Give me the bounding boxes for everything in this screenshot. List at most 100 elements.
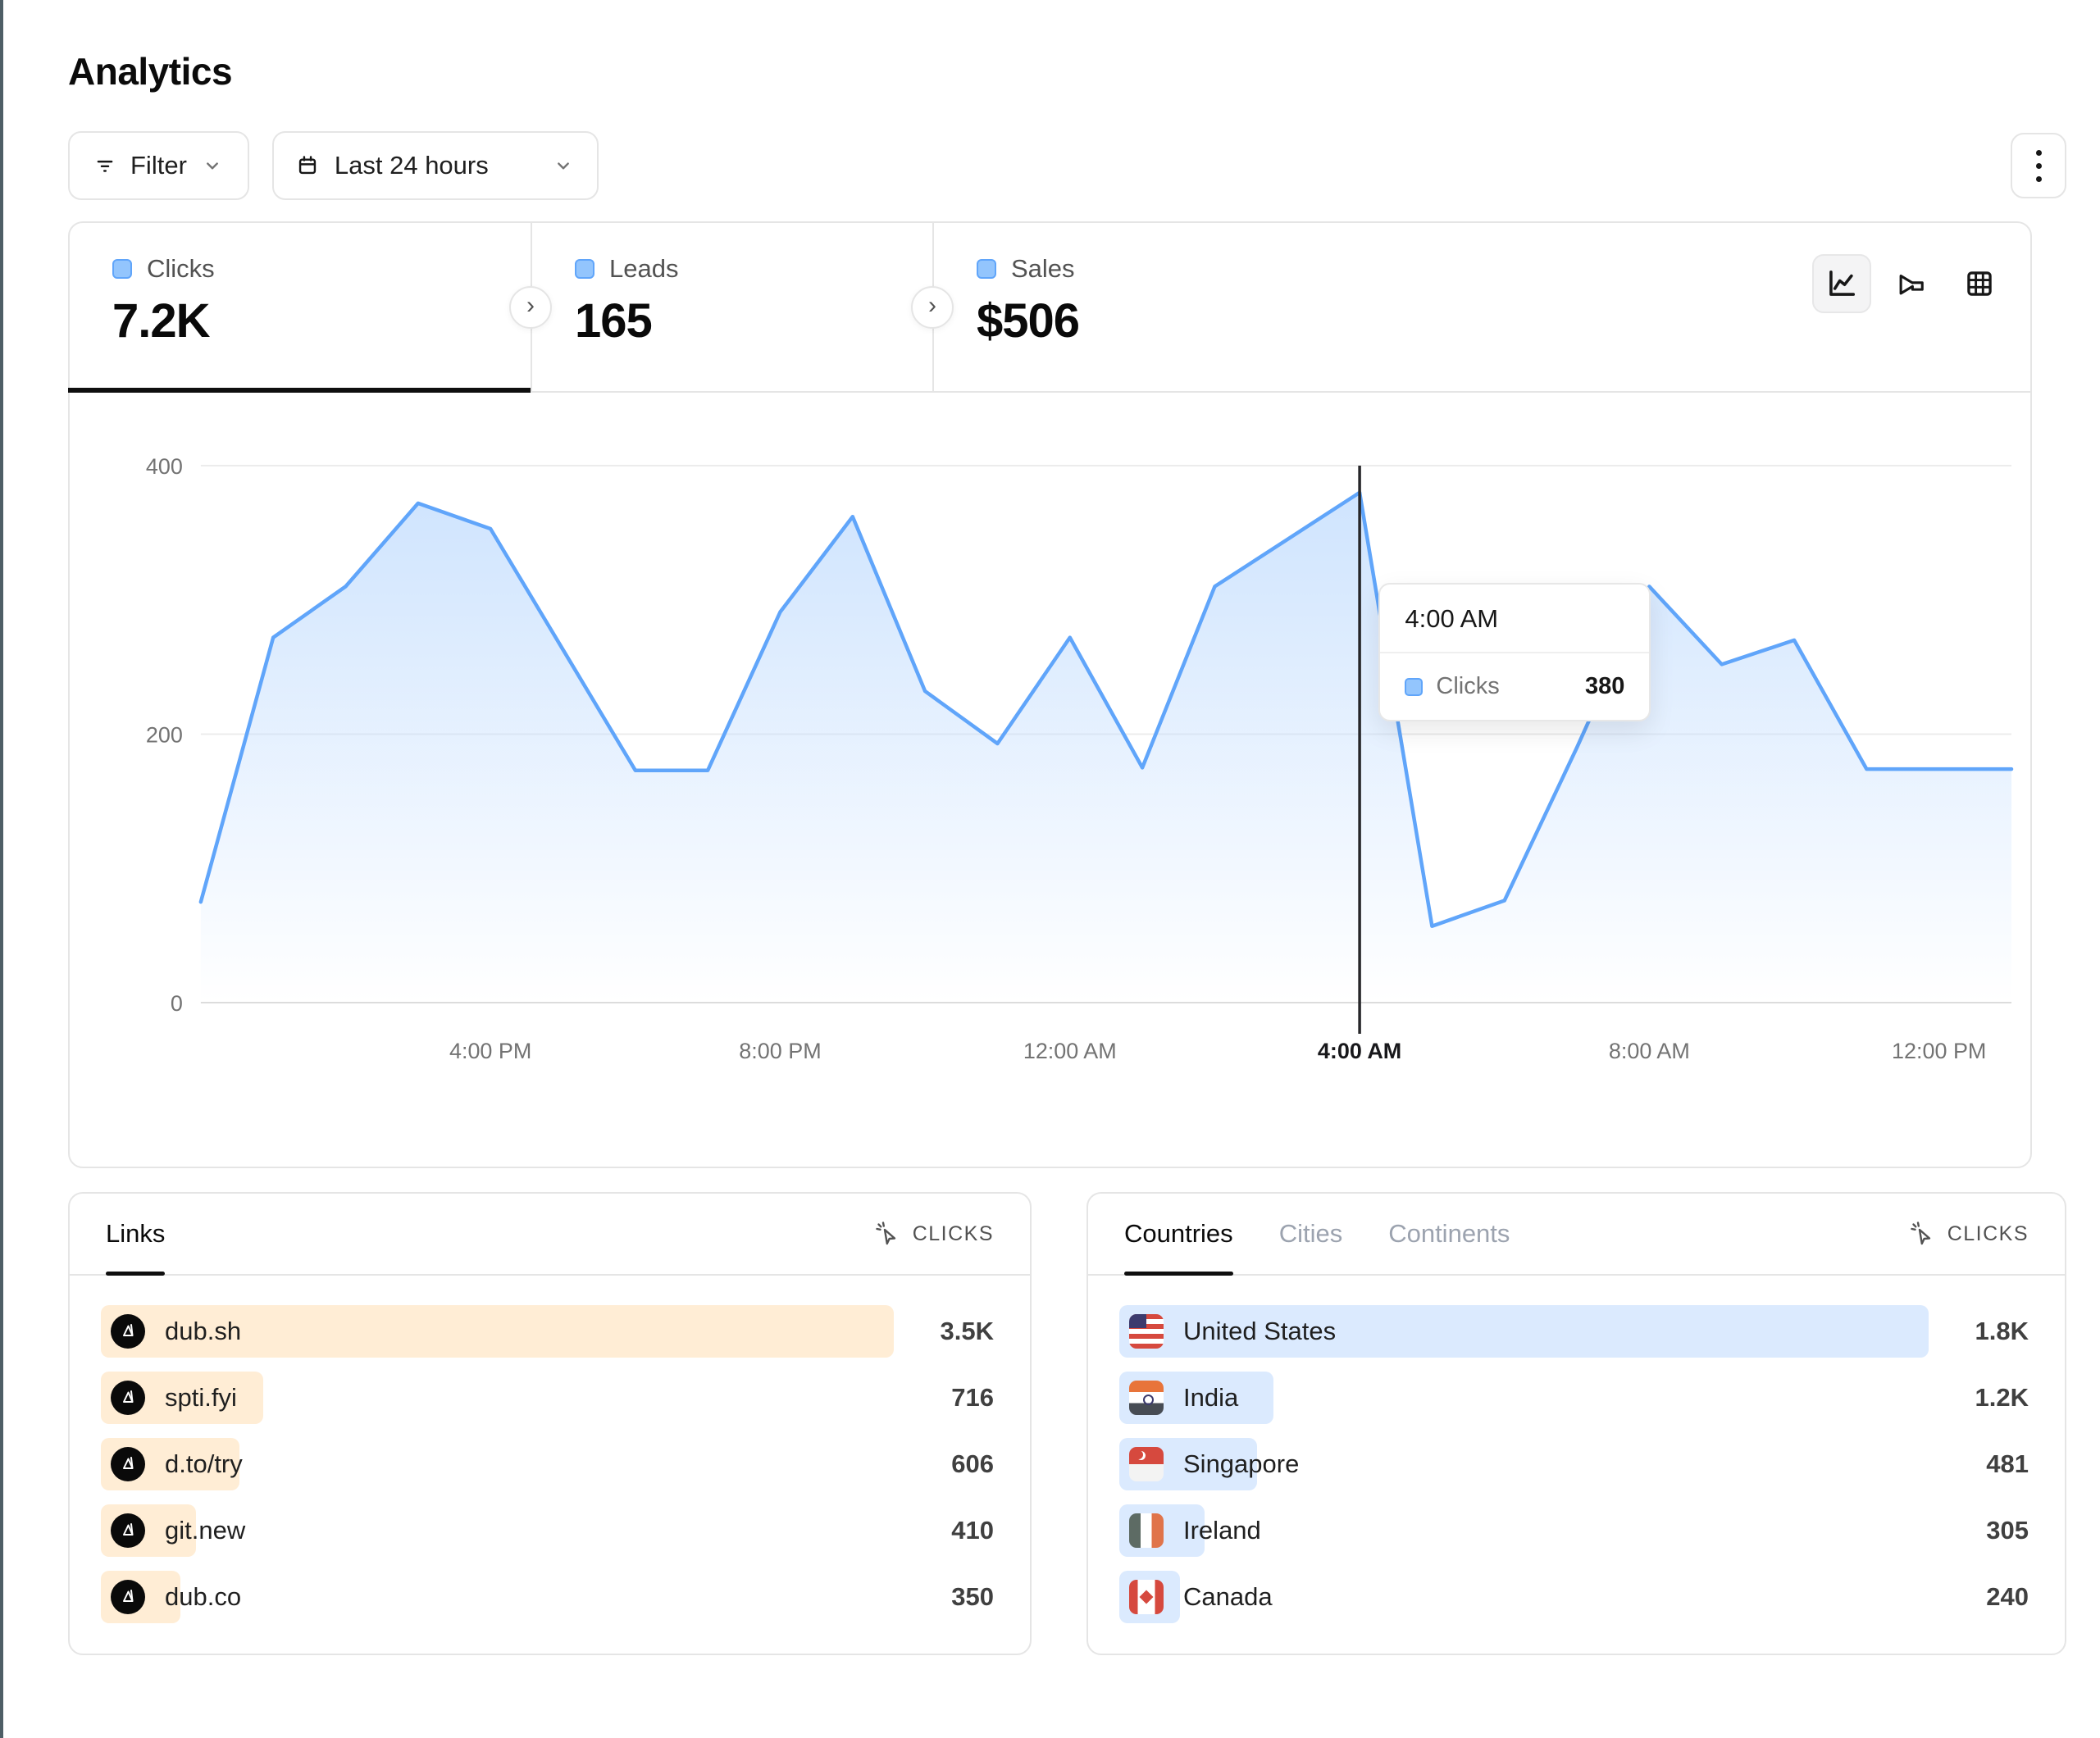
country-row-india[interactable]: India 1.2K: [1119, 1372, 2029, 1424]
more-options-button[interactable]: [2011, 133, 2066, 198]
table-grid-icon: [1967, 271, 1992, 296]
kebab-menu-icon: [2035, 149, 2042, 182]
country-clicks-value: 1.8K: [1975, 1317, 2029, 1345]
line-chart-icon: [1829, 270, 1856, 296]
link-label: dub.co: [165, 1582, 242, 1611]
link-row-dub-sh[interactable]: dub.sh 3.5K: [101, 1305, 994, 1358]
link-clicks-value: 410: [951, 1516, 994, 1545]
page-title: Analytics: [68, 50, 233, 93]
chevron-right-icon: ›: [526, 292, 535, 319]
links-metric-label: CLICKS: [912, 1222, 994, 1245]
sales-value: $506: [977, 294, 1080, 348]
svg-text:8:00 PM: 8:00 PM: [739, 1039, 821, 1063]
chevron-down-icon: [557, 162, 569, 170]
dub-logo-icon: [111, 1513, 145, 1548]
svg-text:0: 0: [171, 991, 183, 1016]
country-clicks-value: 1.2K: [1975, 1383, 2029, 1412]
tooltip-legend-swatch: [1405, 677, 1424, 696]
link-label: spti.fyi: [165, 1383, 237, 1412]
dub-logo-icon: [111, 1314, 145, 1349]
chart-canvas: 400 200 0 4:00 PM 8:00 PM 12:00 AM 4:00 AM 8:00…: [146, 454, 2014, 1063]
country-label: Ireland: [1183, 1516, 1261, 1545]
svg-text:12:00 AM: 12:00 AM: [1023, 1039, 1117, 1063]
ireland-flag-icon: [1129, 1513, 1164, 1548]
tooltip-metric-value: 380: [1585, 673, 1625, 699]
bar-track: git.new: [101, 1504, 894, 1557]
analytics-card: Clicks 7.2K Leads 165 Sales: [68, 221, 2032, 1168]
tab-sales[interactable]: Sales $506: [932, 223, 2030, 391]
us-flag-icon: [1129, 1314, 1164, 1349]
countries-panel-header: Countries Cities Continents CLICKS: [1088, 1194, 2065, 1276]
sales-tab-label: Sales: [1011, 254, 1075, 283]
tab-leads[interactable]: Leads 165: [531, 223, 932, 391]
bar-track: dub.co: [101, 1571, 894, 1623]
country-row-singapore[interactable]: Singapore 481: [1119, 1438, 2029, 1490]
chart-mode-switcher: [1812, 254, 2009, 313]
toolbar: Filter Last 24 hours: [68, 131, 2066, 200]
country-label: India: [1183, 1383, 1239, 1412]
dub-logo-icon: [111, 1447, 145, 1481]
country-bar: [1119, 1305, 1929, 1358]
filter-label: Filter: [130, 151, 187, 180]
calendar-icon: [298, 156, 317, 175]
country-label: Canada: [1183, 1582, 1273, 1611]
date-range-label: Last 24 hours: [334, 151, 489, 180]
bar-track: India: [1119, 1372, 1929, 1424]
india-flag-icon: [1129, 1381, 1164, 1415]
link-clicks-value: 716: [951, 1383, 994, 1412]
country-row-united-states[interactable]: United States 1.8K: [1119, 1305, 2029, 1358]
tooltip-time: 4:00 AM: [1380, 585, 1650, 653]
tab-cities[interactable]: Cities: [1278, 1219, 1343, 1248]
links-list: dub.sh 3.5K spti.fyi: [70, 1276, 1030, 1623]
link-row-d-to-try[interactable]: d.to/try 606: [101, 1438, 994, 1490]
countries-metric-selector[interactable]: CLICKS: [1910, 1221, 2029, 1247]
link-label: dub.sh: [165, 1317, 242, 1345]
bar-track: dub.sh: [101, 1305, 894, 1358]
table-mode-button[interactable]: [1950, 254, 2009, 313]
country-clicks-value: 481: [1986, 1449, 2029, 1478]
filter-icon: [97, 160, 113, 172]
country-row-canada[interactable]: Canada 240: [1119, 1571, 2029, 1623]
svg-text:4:00 AM: 4:00 AM: [1318, 1039, 1401, 1063]
date-range-button[interactable]: Last 24 hours: [271, 131, 599, 200]
link-row-spti-fyi[interactable]: spti.fyi 716: [101, 1372, 994, 1424]
link-row-dub-co[interactable]: dub.co 350: [101, 1571, 994, 1623]
expand-leads-button[interactable]: ›: [911, 286, 954, 329]
tab-clicks[interactable]: Clicks 7.2K: [68, 223, 531, 393]
expand-clicks-button[interactable]: ›: [509, 286, 552, 329]
country-row-ireland[interactable]: Ireland 305: [1119, 1504, 2029, 1557]
links-metric-selector[interactable]: CLICKS: [875, 1221, 994, 1247]
links-panel-header: Links CLICKS: [70, 1194, 1030, 1276]
country-label: United States: [1183, 1317, 1337, 1345]
svg-text:12:00 PM: 12:00 PM: [1892, 1039, 1986, 1063]
singapore-flag-icon: [1129, 1447, 1164, 1481]
country-label: Singapore: [1183, 1449, 1300, 1478]
bar-track: spti.fyi: [101, 1372, 894, 1424]
bar-track: Canada: [1119, 1571, 1929, 1623]
link-label: d.to/try: [165, 1449, 243, 1478]
leads-legend-swatch: [575, 259, 594, 279]
stats-tab-bar: Clicks 7.2K Leads 165 Sales: [68, 223, 2030, 393]
link-clicks-value: 350: [951, 1582, 994, 1611]
svg-text:4:00 PM: 4:00 PM: [449, 1039, 531, 1063]
tab-continents[interactable]: Continents: [1388, 1219, 1510, 1248]
funnel-mode-button[interactable]: [1881, 254, 1940, 313]
line-chart-mode-button[interactable]: [1812, 254, 1871, 313]
country-clicks-value: 240: [1986, 1582, 2029, 1611]
link-clicks-value: 3.5K: [940, 1317, 994, 1345]
tab-countries[interactable]: Countries: [1124, 1194, 1233, 1276]
countries-panel: Countries Cities Continents CLICKS: [1086, 1192, 2066, 1655]
tab-links[interactable]: Links: [106, 1194, 166, 1276]
link-row-git-new[interactable]: git.new 410: [101, 1504, 994, 1557]
svg-text:200: 200: [146, 722, 183, 747]
clicks-area-chart[interactable]: 400 200 0 4:00 PM 8:00 PM 12:00 AM 4:00 AM 8:00…: [70, 393, 2030, 1167]
country-clicks-value: 305: [1986, 1516, 2029, 1545]
link-clicks-value: 606: [951, 1449, 994, 1478]
left-edge-accent: [0, 0, 3, 1738]
chart-tooltip: 4:00 AM Clicks 380: [1378, 583, 1651, 721]
links-panel: Links CLICKS: [68, 1192, 1032, 1655]
leads-tab-label: Leads: [609, 254, 679, 283]
svg-text:8:00 AM: 8:00 AM: [1609, 1039, 1690, 1063]
filter-button[interactable]: Filter: [68, 131, 249, 200]
